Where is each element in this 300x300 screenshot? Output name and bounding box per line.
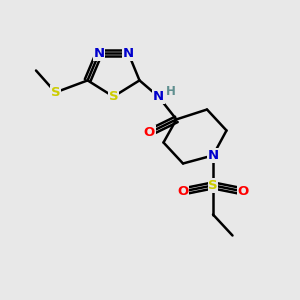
- Text: S: S: [51, 86, 60, 99]
- Text: O: O: [144, 126, 155, 139]
- Text: S: S: [109, 90, 118, 103]
- Text: N: N: [93, 47, 105, 60]
- Text: N: N: [153, 90, 164, 103]
- Text: H: H: [166, 85, 176, 98]
- Text: N: N: [123, 47, 134, 60]
- Text: N: N: [207, 149, 219, 162]
- Text: O: O: [237, 185, 249, 198]
- Text: O: O: [177, 185, 189, 198]
- Text: S: S: [208, 179, 218, 192]
